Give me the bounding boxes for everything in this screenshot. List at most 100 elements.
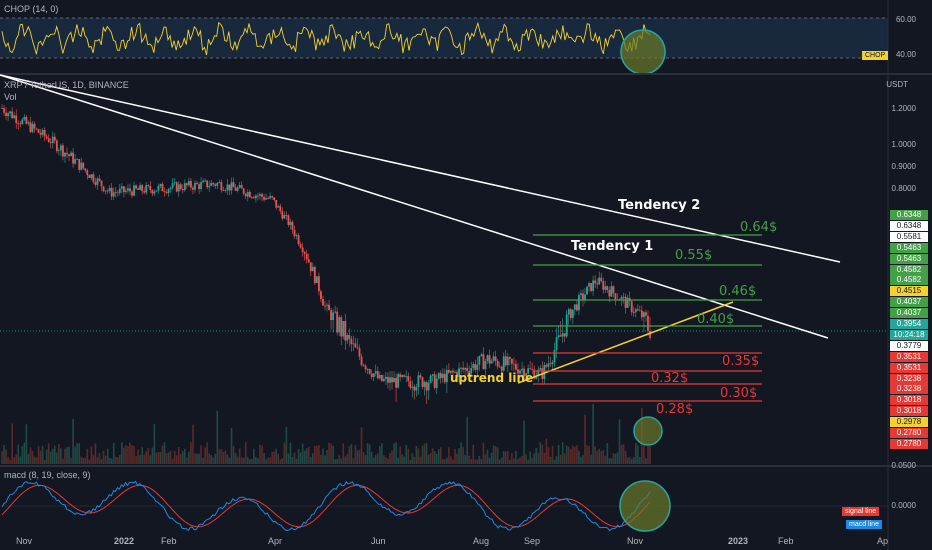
volume-bar <box>82 458 85 464</box>
volume-label[interactable]: Vol <box>4 92 17 102</box>
volume-bar <box>535 447 538 464</box>
tendency1-line[interactable] <box>0 74 829 339</box>
volume-bar <box>439 447 442 464</box>
volume-bar <box>401 454 403 464</box>
volume-bar <box>112 442 115 464</box>
candle-body <box>206 180 209 188</box>
volume-bar <box>527 459 529 464</box>
x-tick-apr2: Ap <box>877 536 889 546</box>
volume-bar <box>547 447 550 464</box>
volume-bar <box>165 453 168 464</box>
volume-bar <box>15 454 18 464</box>
volume-bar <box>476 459 479 464</box>
volume-bar <box>567 446 570 464</box>
candle-body <box>519 370 521 374</box>
volume-bar <box>628 456 631 464</box>
volume-bar <box>181 451 184 464</box>
volume-bar <box>517 459 519 464</box>
volume-bar <box>54 445 56 464</box>
candle-body <box>252 197 255 199</box>
volume-bar <box>352 458 355 464</box>
candle-body <box>53 136 56 141</box>
volume-bar <box>507 450 509 464</box>
volume-bar <box>643 443 645 464</box>
volume-bar <box>572 445 574 464</box>
candle-body <box>271 196 274 198</box>
volume-bar <box>372 457 375 464</box>
candle-body <box>458 368 460 378</box>
candle-body <box>283 215 286 219</box>
candle-body <box>57 150 60 152</box>
candle-body <box>39 132 42 135</box>
candle-body <box>320 291 322 299</box>
candle-body <box>523 368 525 377</box>
candle-body <box>490 360 493 364</box>
candle-body <box>143 191 146 193</box>
volume-bar <box>608 458 611 464</box>
candle-body <box>571 309 574 318</box>
price-tag: 0.5581 <box>890 231 928 242</box>
candle-body <box>287 215 290 226</box>
candle-body <box>575 304 578 311</box>
volume-bar <box>29 447 32 464</box>
volume-bar <box>586 445 588 464</box>
candle-body <box>104 190 107 192</box>
volume-bar <box>100 459 103 464</box>
price-tag: 0.3531 <box>890 362 928 373</box>
volume-bar <box>576 445 578 464</box>
price-tag: 0.3018 <box>890 395 928 406</box>
volume-bar <box>433 450 436 464</box>
volume-bar <box>616 452 619 464</box>
candle-body <box>492 356 495 361</box>
symbol-label[interactable]: XRP / TetherUS, 1D, BINANCE <box>4 80 129 90</box>
candle-body <box>531 368 534 370</box>
price-tag: 0.4582 <box>890 264 928 275</box>
volume-bar <box>405 445 408 464</box>
candle-body <box>173 182 176 184</box>
candle-body <box>535 375 538 379</box>
volume-bar <box>147 447 150 464</box>
volume-bar <box>480 458 483 464</box>
volume-bar <box>273 451 276 464</box>
candle-body <box>555 337 558 350</box>
candle-body <box>129 188 131 192</box>
volume-bar <box>76 443 78 464</box>
volume-bar <box>104 455 107 464</box>
volume-bar <box>283 442 286 464</box>
candle-body <box>88 175 91 179</box>
volume-bar <box>307 446 310 464</box>
volume-bar <box>399 446 401 464</box>
volume-bar <box>626 457 629 464</box>
candle-body <box>250 197 253 199</box>
candle-body <box>612 286 615 294</box>
uptrend-line[interactable] <box>517 301 734 384</box>
candle-body <box>25 117 28 124</box>
candle-body <box>630 301 633 313</box>
volume-bar <box>387 458 389 464</box>
macd-title[interactable]: macd (8, 19, close, 9) <box>4 470 91 480</box>
candle-body <box>179 184 182 190</box>
candle-body <box>17 123 20 124</box>
candle-body <box>33 123 36 129</box>
volume-bar <box>35 457 38 464</box>
candle-body <box>360 356 363 365</box>
volume-bar <box>588 446 590 464</box>
candle-body <box>567 309 570 315</box>
volume-bar <box>413 457 416 464</box>
volume-bar <box>11 423 13 464</box>
chop-tag: CHOP <box>862 51 889 60</box>
price-tag: 0.3954 <box>890 319 928 329</box>
volume-bar <box>151 447 154 464</box>
volume-bar <box>630 459 633 464</box>
volume-bar <box>139 455 141 464</box>
candle-body <box>303 252 306 254</box>
volume-bar <box>23 442 26 464</box>
volume-bar <box>486 449 489 464</box>
volume-bar <box>639 457 641 464</box>
chop-title[interactable]: CHOP (14, 0) <box>4 4 59 14</box>
volume-bar <box>5 449 7 464</box>
level-046-label: 0.46$ <box>719 284 757 299</box>
level-035-label: 0.35$ <box>722 354 760 369</box>
tendency2-line[interactable] <box>0 74 841 263</box>
